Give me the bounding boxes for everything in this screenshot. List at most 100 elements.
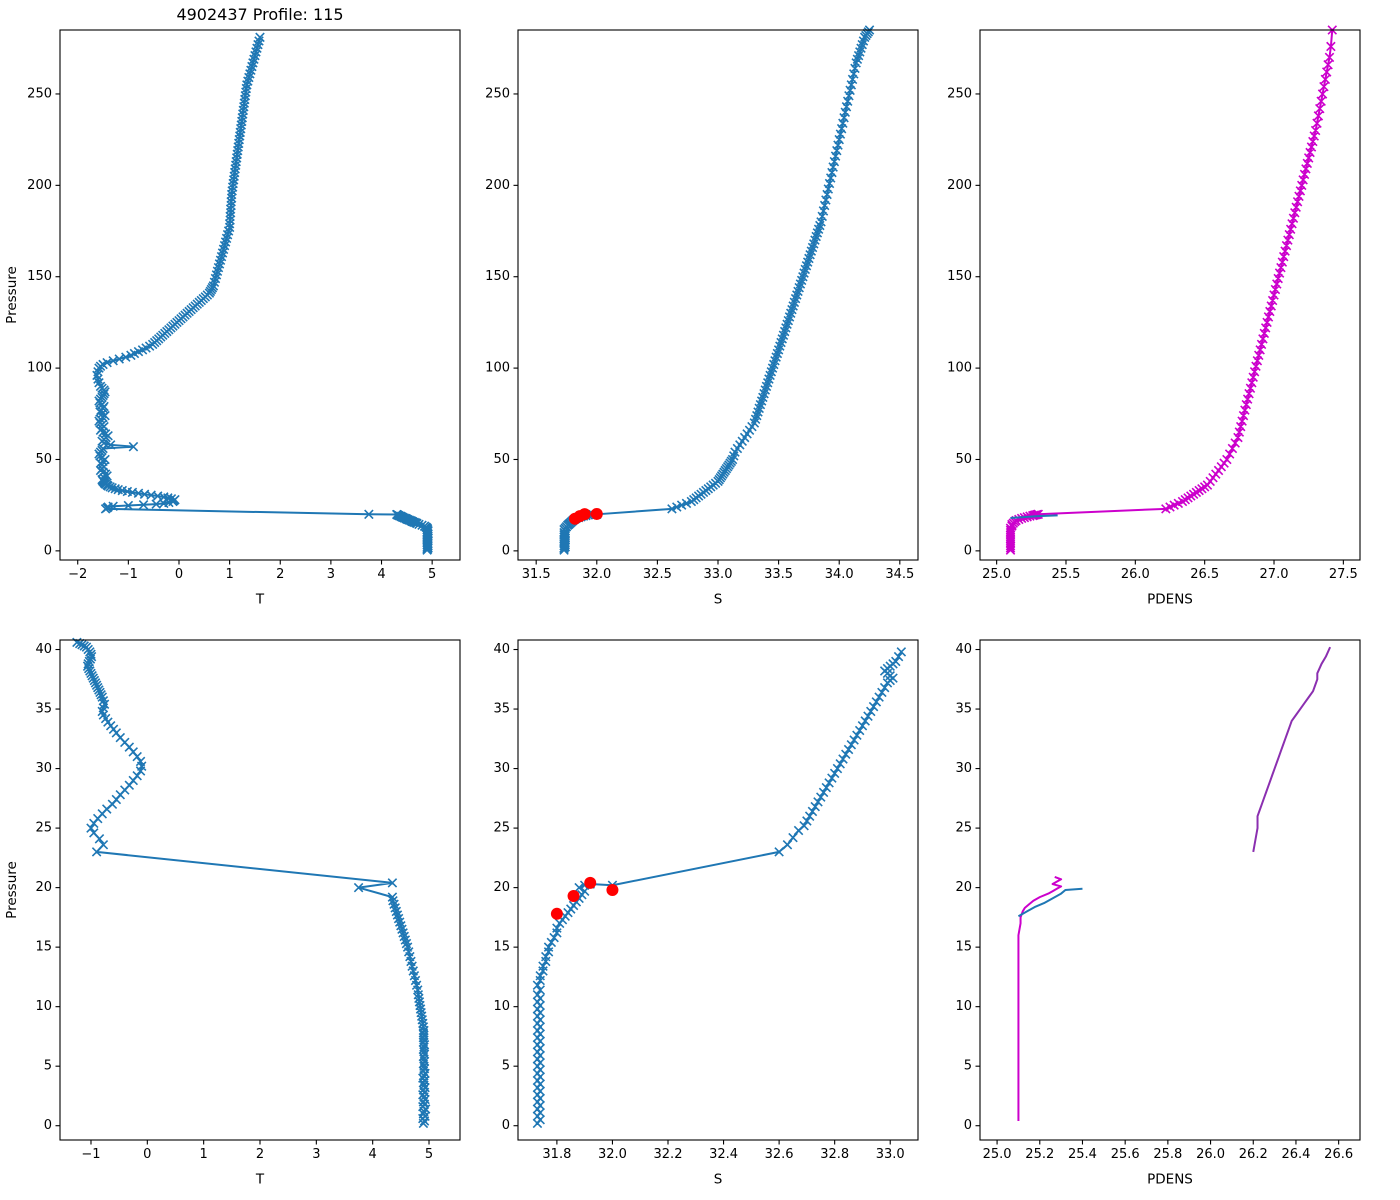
y-tick-label: 15	[493, 940, 510, 955]
x-tick-label: 32.4	[709, 1147, 738, 1162]
x-tick-label: 2	[276, 567, 284, 582]
x-tick-label: 26.0	[1196, 1147, 1225, 1162]
y-tick-label: 40	[493, 642, 510, 657]
x-tick-label: 3	[312, 1147, 320, 1162]
series-S	[532, 647, 907, 1129]
y-tick-label: 0	[502, 1118, 510, 1133]
x-tick-label: 34.5	[885, 567, 914, 582]
y-tick-label: 250	[947, 86, 972, 101]
x-tick-label: −1	[119, 567, 138, 582]
x-tick-label: 25.0	[982, 567, 1011, 582]
x-tick-label: 2	[256, 1147, 264, 1162]
x-axis-label: S	[714, 1172, 723, 1188]
y-tick-label: 10	[35, 999, 52, 1014]
flagged-points	[550, 876, 619, 920]
y-tick-label: 200	[947, 178, 972, 193]
axes-spines	[979, 29, 1361, 561]
y-tick-label: 0	[964, 1118, 972, 1133]
y-tick-label: 35	[35, 702, 52, 717]
series-line	[1017, 887, 1083, 918]
y-tick-label: 0	[502, 543, 510, 558]
x-tick-label: 3	[327, 567, 335, 582]
panel-bottom-right-density: 25.0 25.2 25.4 25.6 25.8 26.0 26.2 26.4 26.6 0 5 10…	[922, 628, 1378, 1198]
series-T	[92, 32, 433, 555]
y-tick-label: 0	[44, 543, 52, 558]
x-tick-label: 27.0	[1260, 567, 1289, 582]
y-tick-label: 250	[27, 86, 52, 101]
series-markers	[559, 25, 875, 555]
y-tick-label: 10	[955, 999, 972, 1014]
panel-bottom-middle-salinity: 31.8 32.0 32.2 32.4 32.6 32.8 33.0 0 5 10 15 20 25 30…	[460, 628, 936, 1198]
series-line	[1017, 875, 1063, 1121]
x-tick-label: 26.4	[1281, 1147, 1310, 1162]
series-markers	[92, 32, 433, 555]
x-tick-label: 26.0	[1121, 567, 1150, 582]
flagged-points	[568, 507, 603, 525]
y-tick-label: 40	[955, 642, 972, 657]
x-tick-label: 34.0	[825, 567, 854, 582]
series-line	[1252, 646, 1332, 853]
x-tick-label: 33.0	[876, 1147, 905, 1162]
x-tick-label: −2	[68, 567, 87, 582]
x-tick-label: 25.4	[1068, 1147, 1097, 1162]
y-tick-label: 0	[964, 543, 972, 558]
x-tick-label: 26.2	[1239, 1147, 1268, 1162]
y-tick-label: 30	[35, 761, 52, 776]
x-tick-label: 25.2	[1025, 1147, 1054, 1162]
y-tick-label: 5	[44, 1059, 52, 1074]
y-tick-label: 20	[35, 880, 52, 895]
series-markers	[532, 647, 907, 1129]
y-tick-label: 30	[493, 761, 510, 776]
panel-bottom-left-temperature: −1 0 1 2 3 4 5 0 5 10 15 20 25 30 35 40 T Pressure	[2, 628, 478, 1198]
flagged-point-marker	[606, 884, 619, 896]
y-tick-label: 150	[947, 269, 972, 284]
series-line	[1010, 514, 1058, 519]
series-PDENS-magenta	[1017, 875, 1063, 1121]
y-tick-label: 30	[955, 761, 972, 776]
x-tick-label: 5	[428, 567, 436, 582]
x-tick-label: 26.6	[1324, 1147, 1353, 1162]
series-PDENS-deep	[1252, 646, 1332, 853]
x-tick-label: 32.2	[654, 1147, 683, 1162]
y-tick-label: 35	[955, 702, 972, 717]
y-tick-label: 20	[955, 880, 972, 895]
series-PDENS-blue	[1017, 887, 1083, 918]
x-tick-label: 0	[175, 567, 183, 582]
x-axis-label: S	[714, 592, 723, 608]
panel-top-right-density: 25.0 25.5 26.0 26.5 27.0 27.5 0 50 100 150 200 250 P…	[922, 18, 1378, 618]
x-axis-label: PDENS	[1147, 1172, 1193, 1188]
x-tick-label: 27.5	[1329, 567, 1358, 582]
x-tick-label: 25.5	[1052, 567, 1081, 582]
flagged-point-marker	[590, 507, 603, 520]
x-tick-label: 25.6	[1111, 1147, 1140, 1162]
y-tick-label: 0	[44, 1118, 52, 1133]
y-tick-label: 25	[955, 821, 972, 836]
x-tick-label: 33.0	[704, 567, 733, 582]
y-tick-label: 200	[485, 178, 510, 193]
x-tick-label: 31.5	[522, 567, 551, 582]
y-tick-label: 150	[485, 269, 510, 284]
y-tick-label: 25	[35, 821, 52, 836]
flagged-point-marker	[578, 508, 591, 521]
y-tick-label: 50	[35, 452, 52, 467]
series-markers	[72, 637, 431, 1129]
y-tick-label: 100	[27, 361, 52, 376]
x-tick-label: 4	[377, 567, 385, 582]
y-tick-label: 10	[493, 999, 510, 1014]
series-T	[72, 637, 431, 1129]
x-tick-label: 33.5	[764, 567, 793, 582]
y-tick-label: 20	[493, 880, 510, 895]
series-markers	[1005, 25, 1338, 555]
x-tick-label: 5	[425, 1147, 433, 1162]
y-tick-label: 100	[485, 361, 510, 376]
axes-spines	[59, 29, 461, 561]
x-tick-label: 26.5	[1190, 567, 1219, 582]
y-tick-label: 25	[493, 821, 510, 836]
x-tick-label: 32.8	[820, 1147, 849, 1162]
y-axis-label: Pressure	[4, 861, 20, 919]
x-axis-label: PDENS	[1147, 592, 1193, 608]
y-tick-label: 200	[27, 178, 52, 193]
axes-spines	[517, 639, 919, 1141]
panel-top-middle-salinity: 31.5 32.0 32.5 33.0 33.5 34.0 34.5 0 50 100 150 200…	[460, 18, 936, 618]
